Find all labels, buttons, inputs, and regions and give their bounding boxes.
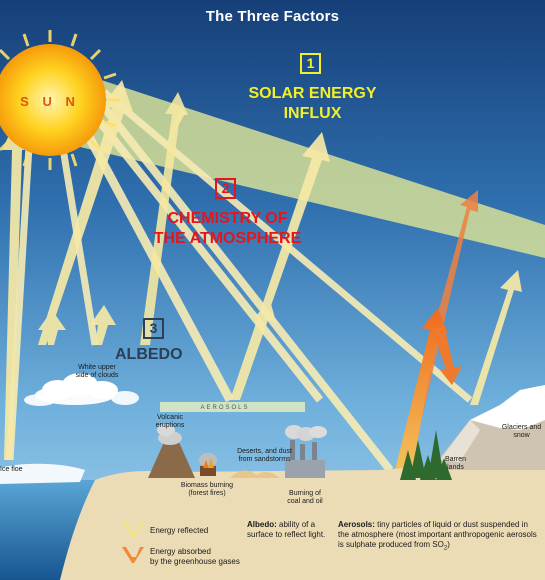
aerosols-def-part3: is sulphate produced from SO bbox=[338, 540, 444, 549]
glaciers-label: Glaciers and snow bbox=[498, 424, 545, 440]
glaciers-label-line1: Glaciers and bbox=[501, 424, 542, 431]
biomass-label-line2: (forest fires) bbox=[188, 490, 226, 497]
deserts-label-line2: from sandstorms bbox=[238, 456, 291, 463]
biomass-fire-illustration bbox=[199, 453, 217, 476]
factor-3-number: 3 bbox=[143, 318, 164, 339]
deserts-label: Deserts, and dust from sandstorms bbox=[222, 448, 307, 464]
legend-reflected-label: Energy reflected bbox=[150, 526, 209, 535]
desert-dunes bbox=[230, 470, 280, 478]
factor-1-line2: INFLUX bbox=[283, 105, 342, 122]
aerosols-term: Aerosols: bbox=[338, 520, 375, 529]
so2-subscript: 2 bbox=[443, 545, 448, 552]
factory-illustration bbox=[285, 425, 327, 478]
sun-illustration bbox=[0, 30, 120, 170]
ice-floe bbox=[0, 463, 85, 484]
aerosols-def-part1: tiny particles of liquid or dust suspend… bbox=[377, 520, 528, 529]
aerosols-definition-line1: Aerosols: tiny particles of liquid or du… bbox=[338, 520, 543, 530]
albedo-def-part1: ability of a bbox=[279, 520, 316, 529]
ray-upward-middle bbox=[140, 92, 188, 345]
solar-influx-band bbox=[30, 60, 545, 258]
diagram-title: The Three Factors bbox=[205, 8, 340, 25]
factor-2-number: 2 bbox=[215, 178, 236, 199]
biomass-label-line1: Biomass burning bbox=[180, 482, 234, 489]
clouds-label-line2: side of clouds bbox=[75, 372, 119, 379]
absorbed-energy-arrow bbox=[395, 190, 478, 470]
aerosols-definition-line3: is sulphate produced from SO2) bbox=[338, 540, 543, 554]
aerosols-label: AEROSOLS bbox=[200, 405, 250, 411]
albedo-term: Albedo: bbox=[247, 520, 277, 529]
volcanic-label: Volcanic eruptions bbox=[145, 414, 195, 430]
legend-absorbed-line2: by the greenhouse gases bbox=[150, 557, 240, 566]
albedo-definition-line2: surface to reflect light. bbox=[247, 530, 326, 539]
forest-trees bbox=[400, 430, 452, 480]
factor-2-line1: CHEMISTRY OF bbox=[167, 210, 288, 227]
factor-1-line1: SOLAR ENERGY bbox=[248, 85, 377, 102]
volcanic-label-line1: Volcanic bbox=[156, 414, 184, 421]
legend-reflected-icon bbox=[122, 522, 144, 538]
legend-absorbed-label: Energy absorbed by the greenhouse gases bbox=[150, 547, 260, 567]
cloud-illustration bbox=[24, 373, 139, 406]
legend-absorbed-line1: Energy absorbed bbox=[150, 547, 211, 556]
aerosols-definition: Aerosols: tiny particles of liquid or du… bbox=[338, 520, 543, 554]
aerosols-definition-line2: the atmosphere (most important anthropog… bbox=[338, 530, 537, 539]
glacier-mountains bbox=[430, 385, 545, 470]
coal-label-line1: Burning of bbox=[289, 490, 321, 497]
ice-floe-label: Ice floe bbox=[0, 466, 23, 473]
barren-label-line2: lands bbox=[447, 464, 464, 471]
glaciers-label-line2: snow bbox=[513, 432, 530, 439]
coal-label-line2: coal and oil bbox=[287, 498, 323, 505]
albedo-definition: Albedo: ability of a surface to reflect … bbox=[247, 520, 337, 540]
legend-absorbed-icon bbox=[122, 547, 144, 563]
barren-label-line1: Barren bbox=[444, 456, 466, 463]
factor-3-label: ALBEDO bbox=[115, 346, 183, 363]
deserts-label-line1: Deserts, and dust bbox=[237, 448, 292, 455]
clouds-label-line1: White upper bbox=[78, 364, 116, 371]
aerosol-band bbox=[160, 402, 305, 412]
factor-1-number: 1 bbox=[300, 53, 321, 74]
coal-label: Burning of coal and oil bbox=[275, 490, 335, 506]
clouds-label: White upper side of clouds bbox=[62, 364, 132, 380]
land bbox=[60, 455, 545, 580]
factor-2-label: CHEMISTRY OF THE ATMOSPHERE bbox=[140, 209, 315, 249]
volcanic-label-line2: eruptions bbox=[155, 422, 185, 429]
sun-label: S U N bbox=[20, 94, 80, 109]
volcano-illustration bbox=[148, 424, 195, 478]
albedo-definition-line1: Albedo: ability of a bbox=[247, 520, 337, 530]
factor-2-line2: THE ATMOSPHERE bbox=[153, 230, 302, 247]
factor-1-label: SOLAR ENERGY INFLUX bbox=[225, 84, 400, 124]
biomass-label: Biomass burning (forest fires) bbox=[172, 482, 242, 498]
barren-label: Barren lands bbox=[438, 456, 473, 472]
aerosols-def-close: ) bbox=[447, 540, 450, 549]
